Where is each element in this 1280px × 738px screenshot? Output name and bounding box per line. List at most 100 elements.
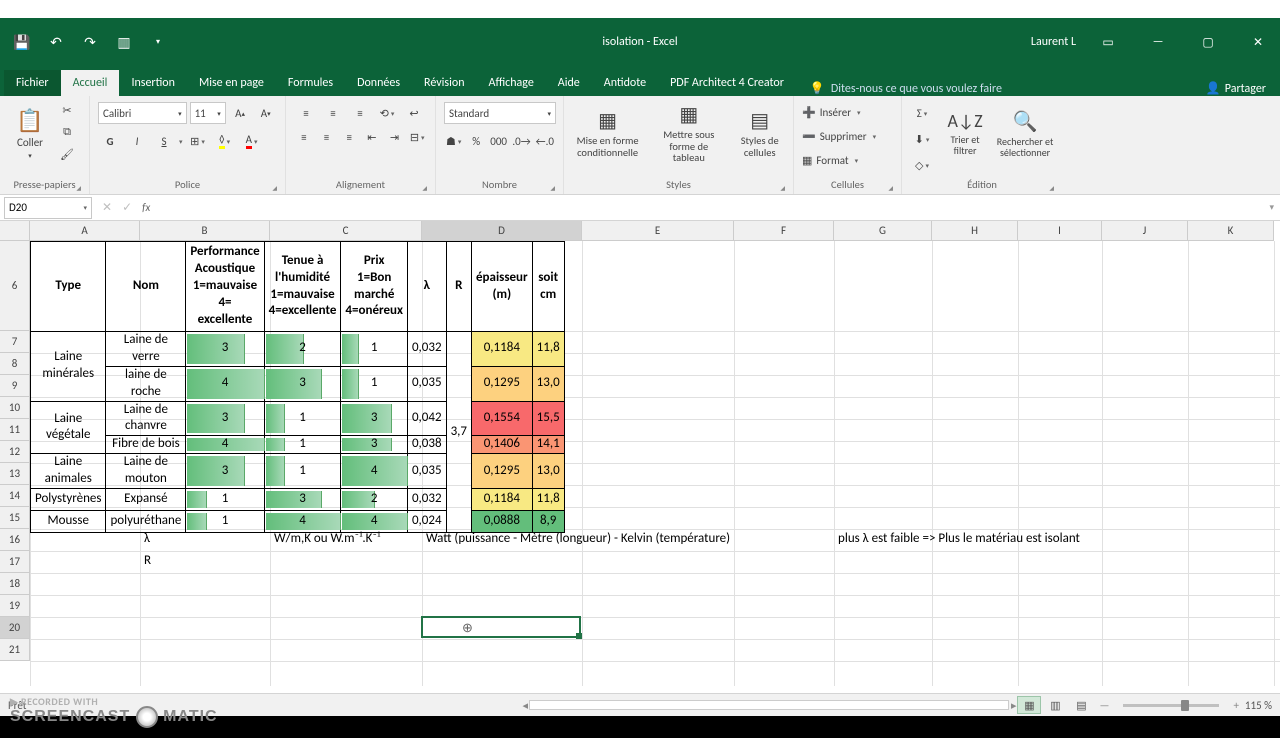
col-header-F[interactable]: F <box>734 221 834 241</box>
percent-format-icon[interactable]: % <box>466 130 485 152</box>
row-header-20[interactable]: 20 <box>0 617 30 639</box>
row-header-15[interactable]: 15 <box>0 507 30 529</box>
tab-view[interactable]: Affichage <box>477 70 546 96</box>
page-break-view-icon[interactable]: ▤ <box>1069 696 1093 714</box>
indent-inc-icon[interactable]: ⇥ <box>385 126 405 148</box>
cancel-formula-icon[interactable]: ✕ <box>102 200 112 215</box>
row-header-6[interactable]: 6 <box>0 241 30 331</box>
close-button[interactable]: ✕ <box>1236 27 1280 57</box>
format-painter-icon[interactable]: 🖌 <box>56 144 78 164</box>
col-header-I[interactable]: I <box>1018 221 1102 241</box>
merge-button[interactable]: ⊟ <box>407 126 427 148</box>
normal-view-icon[interactable]: ▦ <box>1017 696 1041 714</box>
col-header-G[interactable]: G <box>834 221 932 241</box>
row-header-7[interactable]: 7 <box>0 331 30 353</box>
row-header-16[interactable]: 16 <box>0 529 30 551</box>
spreadsheet-grid[interactable]: ABCDEFGHIJK 6789101112131415161718192021… <box>0 221 1280 686</box>
select-all-button[interactable] <box>0 221 30 241</box>
tab-pdf[interactable]: PDF Architect 4 Creator <box>658 70 796 96</box>
align-middle-icon[interactable]: ≡ <box>321 102 345 124</box>
row-header-10[interactable]: 10 <box>0 397 30 419</box>
name-box[interactable]: D20▾ <box>4 197 92 219</box>
row-header-8[interactable]: 8 <box>0 353 30 375</box>
tab-layout[interactable]: Mise en page <box>187 70 276 96</box>
row-header-12[interactable]: 12 <box>0 441 30 463</box>
zoom-out-icon[interactable]: — <box>1099 699 1109 712</box>
fx-icon[interactable]: fx <box>142 201 150 214</box>
delete-cells-button[interactable]: ➖Supprimer <box>802 126 893 146</box>
row-header-19[interactable]: 19 <box>0 595 30 617</box>
orientation-icon[interactable]: ⟲ <box>375 102 399 124</box>
format-cells-button[interactable]: ▦Format <box>802 150 893 170</box>
align-right-icon[interactable]: ≡ <box>339 126 359 148</box>
align-center-icon[interactable]: ≡ <box>317 126 337 148</box>
shrink-font-icon[interactable]: A▾ <box>254 102 277 124</box>
insert-cells-button[interactable]: ➕Insérer <box>802 102 893 122</box>
expand-formula-icon[interactable]: ▾ <box>1263 202 1280 213</box>
zoom-level[interactable]: 115 % <box>1245 699 1272 712</box>
number-format-select[interactable]: Standard▾ <box>444 102 556 124</box>
row-header-17[interactable]: 17 <box>0 551 30 573</box>
format-as-table-button[interactable]: ▦ Mettre sous forme de tableau <box>653 100 724 166</box>
col-header-D[interactable]: D <box>422 221 582 241</box>
wrap-text-icon[interactable]: ↩ <box>402 102 426 124</box>
tab-formulas[interactable]: Formules <box>276 70 345 96</box>
undo-icon[interactable]: ↶ <box>44 30 68 54</box>
tab-review[interactable]: Révision <box>412 70 476 96</box>
col-header-K[interactable]: K <box>1188 221 1274 241</box>
fill-color-button[interactable]: ◊ <box>213 130 237 152</box>
minimize-button[interactable]: — <box>1136 27 1180 57</box>
dec-decimal-icon[interactable]: ←.0 <box>535 130 555 152</box>
tell-me-search[interactable]: 💡 Dites-nous ce que vous voulez faire <box>810 81 1002 96</box>
col-header-E[interactable]: E <box>582 221 734 241</box>
row-header-18[interactable]: 18 <box>0 573 30 595</box>
tab-insert[interactable]: Insertion <box>119 70 187 96</box>
italic-button[interactable]: I <box>125 130 149 152</box>
maximize-button[interactable]: ▢ <box>1186 27 1230 57</box>
font-size-select[interactable]: 11▾ <box>190 102 226 124</box>
accounting-format-icon[interactable]: ☗ <box>444 130 463 152</box>
enter-formula-icon[interactable]: ✓ <box>122 200 132 215</box>
paste-button[interactable]: 📋 Coller ▾ <box>8 100 52 166</box>
col-header-B[interactable]: B <box>140 221 270 241</box>
autosum-button[interactable]: Σ <box>910 102 934 124</box>
active-cell[interactable] <box>421 616 581 638</box>
inc-decimal-icon[interactable]: .0→ <box>511 130 531 152</box>
font-color-button[interactable]: A <box>240 130 264 152</box>
find-select-button[interactable]: 🔍 Rechercher et sélectionner <box>996 100 1054 166</box>
cut-icon[interactable]: ✂ <box>56 100 78 120</box>
row-header-13[interactable]: 13 <box>0 463 30 485</box>
tab-data[interactable]: Données <box>345 70 412 96</box>
row-header-14[interactable]: 14 <box>0 485 30 507</box>
row-header-21[interactable]: 21 <box>0 639 30 661</box>
row-header-11[interactable]: 11 <box>0 419 30 441</box>
sort-filter-button[interactable]: A↓Z Trier et filtrer <box>944 100 986 166</box>
row-header-9[interactable]: 9 <box>0 375 30 397</box>
bold-button[interactable]: G <box>98 130 122 152</box>
tab-help[interactable]: Aide <box>546 70 592 96</box>
underline-button[interactable]: S <box>152 130 176 152</box>
col-header-J[interactable]: J <box>1102 221 1188 241</box>
save-icon[interactable]: 💾 <box>10 30 34 54</box>
borders-button[interactable]: ⊞ <box>186 130 210 152</box>
align-bottom-icon[interactable]: ≡ <box>348 102 372 124</box>
zoom-slider[interactable] <box>1123 704 1219 707</box>
zoom-in-icon[interactable]: + <box>1233 699 1238 712</box>
grow-font-icon[interactable]: A▴ <box>229 102 252 124</box>
conditional-formatting-button[interactable]: ▦ Mise en forme conditionnelle <box>572 100 643 166</box>
align-top-icon[interactable]: ≡ <box>294 102 318 124</box>
tab-antidote[interactable]: Antidote <box>592 70 658 96</box>
clear-button[interactable]: ◇ <box>910 154 934 176</box>
indent-dec-icon[interactable]: ⇤ <box>362 126 382 148</box>
comma-format-icon[interactable]: 000 <box>489 130 508 152</box>
col-header-C[interactable]: C <box>270 221 422 241</box>
formula-input[interactable] <box>156 197 1263 219</box>
redo-icon[interactable]: ↷ <box>78 30 102 54</box>
touch-mode-icon[interactable]: ▥ <box>112 30 136 54</box>
qa-customize-icon[interactable]: ▾ <box>146 30 170 54</box>
tab-file[interactable]: Fichier <box>4 70 61 96</box>
fill-button[interactable]: ⬇ <box>910 128 934 150</box>
font-name-select[interactable]: Calibri▾ <box>98 102 187 124</box>
align-left-icon[interactable]: ≡ <box>294 126 314 148</box>
horizontal-scrollbar[interactable]: ◂ ▸ <box>529 700 1009 710</box>
